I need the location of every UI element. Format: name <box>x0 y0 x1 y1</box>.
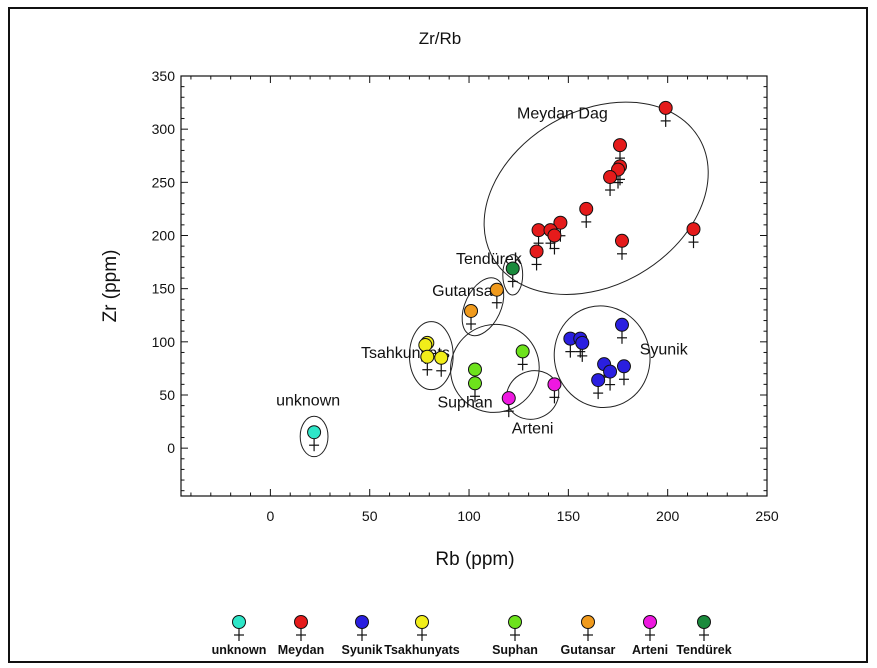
data-point-meydan <box>614 233 629 260</box>
x-tick-label: 200 <box>656 508 680 524</box>
data-point-meydan <box>547 228 562 255</box>
legend-marker-suphan <box>508 615 522 641</box>
data-point-tsakhunyats <box>434 350 449 377</box>
data-point-gutansar <box>489 282 504 309</box>
data-point-arteni <box>547 377 562 404</box>
ellipse-unknown <box>299 415 329 458</box>
legend-label-tsakhunyats: Tsakhunyats <box>384 643 460 657</box>
x-tick-label: 50 <box>362 508 378 524</box>
y-tick-label: 100 <box>152 334 176 350</box>
legend-marker-meydan <box>294 615 308 641</box>
data-point-suphan <box>467 376 482 403</box>
annotation-meydan-dag: Meydan Dag <box>517 106 608 123</box>
data-point-gutansar <box>464 303 479 330</box>
data-point-arteni <box>501 391 516 418</box>
data-points <box>307 100 701 452</box>
y-tick-label: 0 <box>167 440 175 456</box>
data-point-meydan <box>686 222 701 249</box>
x-axis-label: Rb (ppm) <box>435 549 514 570</box>
annotation-tendürek: Tendürek <box>456 251 523 268</box>
data-point-syunik <box>614 317 629 344</box>
y-tick-label: 200 <box>152 227 176 243</box>
legend-label-syunik: Syunik <box>342 643 383 657</box>
plot-area <box>180 75 768 497</box>
ellipse-gutansar <box>461 277 505 337</box>
group-annotations: Meydan DagTendürekGutansarTsahkunyatsunk… <box>276 106 689 438</box>
ellipse-tendürek <box>502 254 524 296</box>
data-point-meydan <box>579 201 594 228</box>
data-point-meydan <box>553 215 568 242</box>
data-point-syunik <box>603 364 618 391</box>
legend-label-arteni: Arteni <box>632 643 668 657</box>
legend-label-tendürek: Tendürek <box>676 643 731 657</box>
legend-label-gutansar: Gutansar <box>561 643 616 657</box>
ellipse-syunik <box>553 305 651 409</box>
data-point-unknown <box>307 425 322 452</box>
data-point-syunik <box>563 331 578 358</box>
legend-marker-tsakhunyats <box>415 615 429 641</box>
legend-label-unknown: unknown <box>212 643 267 657</box>
group-ellipses <box>299 101 709 458</box>
annotation-suphan: Suphan <box>437 395 492 412</box>
annotation-syunik: Syunik <box>640 342 689 359</box>
figure-frame <box>8 7 868 663</box>
data-point-meydan <box>658 100 673 127</box>
data-point-suphan <box>515 344 530 371</box>
y-tick-label: 300 <box>152 121 176 137</box>
data-point-tendürek <box>505 261 520 288</box>
x-tick-label: 250 <box>755 508 779 524</box>
y-tick-label: 50 <box>159 387 175 403</box>
annotation-arteni: Arteni <box>512 420 554 437</box>
legend-marker-arteni <box>643 615 657 641</box>
data-point-meydan <box>603 170 618 197</box>
legend-marker-unknown <box>232 615 246 641</box>
legend-label-meydan: Meydan <box>278 643 325 657</box>
y-axis-label: Zr (ppm) <box>100 250 121 323</box>
y-tick-label: 350 <box>152 68 176 84</box>
y-tick-label: 250 <box>152 174 176 190</box>
annotation-unknown: unknown <box>276 393 340 410</box>
data-point-syunik <box>616 359 631 386</box>
y-tick-label: 150 <box>152 281 176 297</box>
legend-marker-gutansar <box>581 615 595 641</box>
ellipse-meydan-dag <box>483 101 709 295</box>
x-tick-label: 100 <box>457 508 481 524</box>
data-point-tsakhunyats <box>420 349 435 376</box>
data-point-meydan <box>611 162 626 189</box>
x-tick-label: 150 <box>557 508 581 524</box>
legend-marker-tendürek <box>697 615 711 641</box>
x-tick-label: 0 <box>266 508 274 524</box>
legend-marker-syunik <box>355 615 369 641</box>
legend-label-suphan: Suphan <box>492 643 538 657</box>
annotation-gutansar: Gutansar <box>432 283 498 300</box>
data-point-meydan <box>529 244 544 271</box>
data-point-syunik <box>575 335 590 362</box>
data-point-syunik <box>591 373 606 400</box>
legend: unknown Meydan Syunik Tsakhunyats Suphan Guta… <box>212 615 732 657</box>
axes: 0 50 100 150 200 250 0 50 100 150 200 250 300 350 <box>152 68 779 524</box>
ellipse-suphan <box>450 323 540 413</box>
chart-title: Zr/Rb <box>419 29 462 48</box>
